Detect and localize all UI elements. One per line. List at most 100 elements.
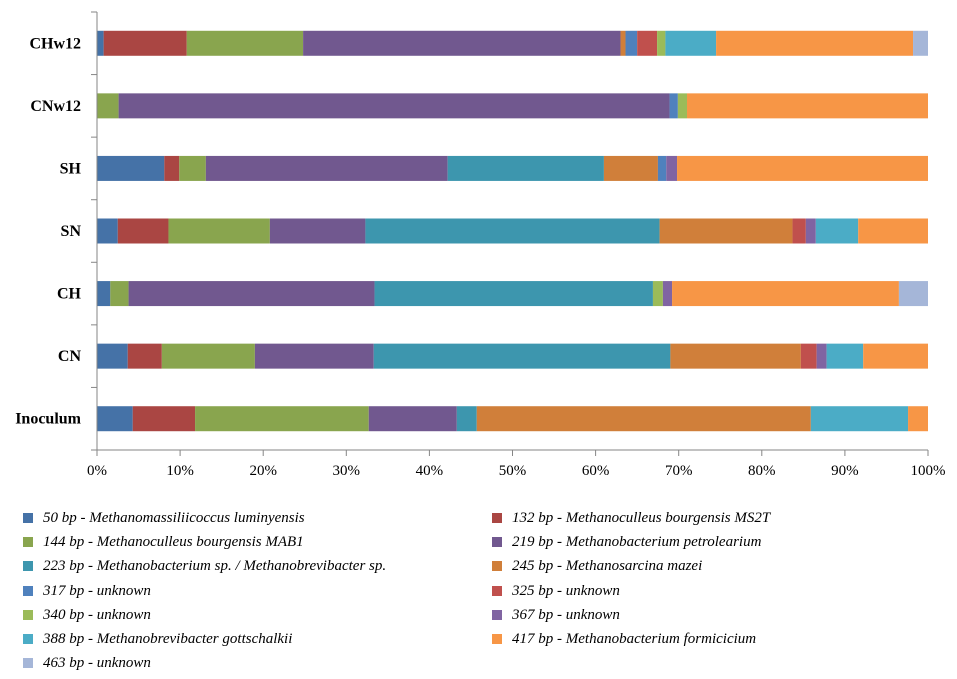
- bar-segment: [168, 218, 270, 244]
- bar-segment: [456, 406, 477, 432]
- x-tick-label: 70%: [665, 463, 693, 479]
- bar-segment: [677, 93, 688, 119]
- legend-label: 50 bp - Methanomassiliicoccus luminyensi…: [43, 510, 305, 526]
- bar-segment: [687, 93, 928, 119]
- bar-segment: [677, 155, 928, 181]
- bar-segment: [303, 30, 621, 56]
- legend-label: 325 bp - unknown: [512, 582, 620, 599]
- bar-segment: [792, 218, 806, 244]
- legend-label: 219 bp - Methanobacterium petrolearium: [512, 534, 762, 551]
- legend-swatch: [492, 537, 502, 548]
- legend-swatch: [492, 609, 502, 620]
- legend-label: 317 bp - unknown: [43, 582, 151, 599]
- legend-swatch: [492, 634, 502, 644]
- x-tick-label: 60%: [582, 463, 610, 479]
- bar-segment: [161, 343, 255, 369]
- category-label: CNw12: [30, 98, 81, 115]
- bar-segment: [365, 218, 660, 244]
- bar-segment: [716, 30, 914, 56]
- x-tick-label: 100%: [911, 463, 946, 479]
- legend-label: 417 bp - Methanobacterium formicicium: [512, 631, 757, 647]
- legend-label: 245 bp - Methanosarcina mazei: [512, 558, 703, 575]
- bar-segment: [805, 218, 816, 244]
- bar-segment: [620, 30, 626, 56]
- bar-segment: [898, 281, 928, 307]
- category-label: SN: [61, 223, 82, 240]
- legend-swatch: [23, 609, 33, 620]
- stacked-bar-chart: CHw12 CNw12 SH SN CH CN Inoculum 0% 10% 20% 30% 40…: [15, 11, 946, 479]
- bar-segment: [603, 155, 658, 181]
- category-label: CN: [58, 348, 82, 365]
- bar-segment: [659, 218, 793, 244]
- category-label: CH: [57, 286, 82, 303]
- bar-segment: [117, 218, 169, 244]
- bar-segment: [666, 155, 678, 181]
- bar-segment: [186, 30, 304, 56]
- bar-segment: [254, 343, 374, 369]
- legend-swatch: [492, 585, 502, 596]
- x-tick-label: 80%: [748, 463, 776, 479]
- legend-swatch: [23, 634, 33, 644]
- legend-swatch: [23, 585, 33, 596]
- legend-swatch: [23, 658, 33, 669]
- bar-segment: [826, 343, 864, 369]
- bar-segment: [657, 30, 666, 56]
- bar-segment: [476, 406, 811, 432]
- bar-segment: [670, 343, 801, 369]
- bar-segment: [132, 406, 196, 432]
- bar-segment: [373, 343, 671, 369]
- bar-segment: [164, 155, 180, 181]
- category-label: CHw12: [29, 35, 81, 52]
- bar-segment: [447, 155, 604, 181]
- legend-swatch: [23, 537, 33, 548]
- bar-segment: [128, 281, 375, 307]
- legend-swatch: [23, 513, 33, 523]
- legend-label: 388 bp - Methanobrevibacter gottschalkii: [43, 631, 293, 647]
- bar-segment: [672, 281, 899, 307]
- x-tick-labels: 0% 10% 20% 30% 40% 50% 60% 70% 80% 90% 100%: [87, 463, 946, 479]
- bar-segment: [368, 406, 457, 432]
- bar-segment: [800, 343, 817, 369]
- bar-segment: [269, 218, 366, 244]
- legend-label: 340 bp - unknown: [43, 606, 151, 623]
- chart-bars: [97, 30, 928, 432]
- bar-segment: [625, 30, 638, 56]
- bar-segment: [816, 343, 827, 369]
- x-tick-label: 90%: [831, 463, 859, 479]
- bar-segment: [374, 281, 653, 307]
- legend-swatch: [23, 561, 33, 572]
- bar-segment: [637, 30, 658, 56]
- bar-segment: [97, 218, 118, 244]
- bar-segment: [913, 30, 928, 56]
- x-tick-label: 10%: [166, 463, 194, 479]
- bar-segment: [858, 218, 928, 244]
- bar-segment: [652, 281, 663, 307]
- bar-segment: [179, 155, 206, 181]
- category-label: Inoculum: [15, 411, 81, 428]
- category-labels: CHw12 CNw12 SH SN CH CN Inoculum: [15, 35, 81, 427]
- legend-label: 367 bp - unknown: [512, 606, 620, 623]
- chart-legend: 50 bp - Methanomassiliicoccus luminyensi…: [0, 500, 957, 679]
- bar-segment: [103, 30, 187, 56]
- bar-segment: [127, 343, 162, 369]
- bar-segment: [97, 343, 128, 369]
- bar-segment: [665, 30, 717, 56]
- bar-segment: [815, 218, 859, 244]
- bar-segment: [810, 406, 909, 432]
- x-tick-label: 20%: [249, 463, 277, 479]
- legend-label: 223 bp - Methanobacterium sp. / Methanob…: [43, 558, 387, 575]
- bar-segment: [657, 155, 667, 181]
- bar-segment: [97, 406, 133, 432]
- category-label: SH: [60, 160, 82, 177]
- legend-label: 144 bp - Methanoculleus bourgensis MAB1: [43, 534, 304, 551]
- bar-segment: [195, 406, 369, 432]
- bar-segment: [97, 155, 165, 181]
- bar-segment: [110, 281, 129, 307]
- bar-segment: [669, 93, 678, 119]
- legend-label: 132 bp - Methanoculleus bourgensis MS2T: [512, 510, 771, 526]
- x-tick-label: 50%: [499, 463, 527, 479]
- bar-segment: [908, 406, 928, 432]
- bar-segment: [97, 30, 104, 56]
- x-tick-label: 0%: [87, 463, 107, 479]
- bar-segment: [662, 281, 673, 307]
